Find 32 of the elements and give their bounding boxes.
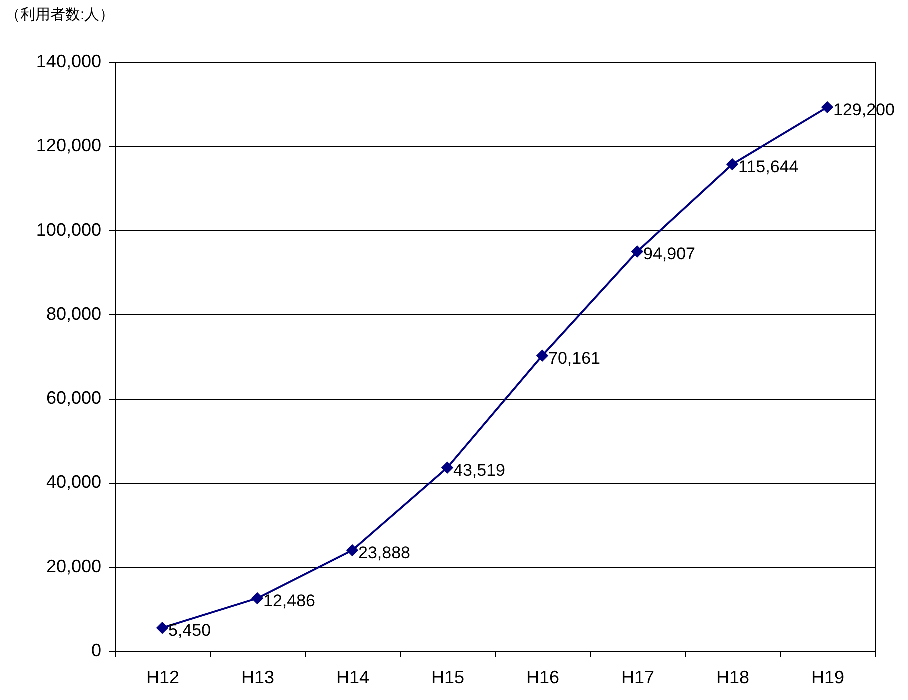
data-label: 23,888 [358, 544, 410, 562]
point [536, 350, 549, 362]
point [441, 462, 454, 474]
data-label: 70,161 [548, 348, 600, 368]
y-tick-label: 100,000 [36, 220, 102, 240]
point [156, 622, 169, 634]
x-tick-label: H15 [431, 668, 465, 688]
y-tick-label: 80,000 [46, 304, 102, 324]
y-tick-label: 40,000 [46, 472, 102, 492]
point [726, 158, 739, 171]
x-tick-label: H17 [621, 668, 655, 688]
data-label: 115,644 [738, 157, 799, 176]
point [251, 592, 264, 605]
y-tick-label: 60,000 [46, 388, 102, 408]
x-tick-label: H12 [146, 668, 180, 688]
point [821, 101, 834, 114]
data-label: 43,519 [454, 460, 506, 480]
x-tick-label: H18 [716, 668, 750, 688]
data-label: 5,450 [168, 621, 212, 640]
y-tick-label: 120,000 [36, 136, 102, 156]
x-tick-label: H19 [811, 668, 845, 688]
point [631, 246, 644, 258]
data-label: 12,486 [264, 591, 316, 610]
data-label: 94,907 [644, 244, 696, 264]
y-tick-label: 20,000 [46, 556, 102, 576]
point [346, 544, 359, 557]
x-tick-label: H14 [336, 668, 370, 688]
y-tick-label: 0 [91, 640, 102, 660]
x-tick-label: H16 [526, 668, 560, 688]
x-tick-label: H13 [241, 668, 275, 688]
y-tick-label: 140,000 [36, 52, 102, 72]
y-axis-title: （利用者数:人） [6, 6, 115, 24]
